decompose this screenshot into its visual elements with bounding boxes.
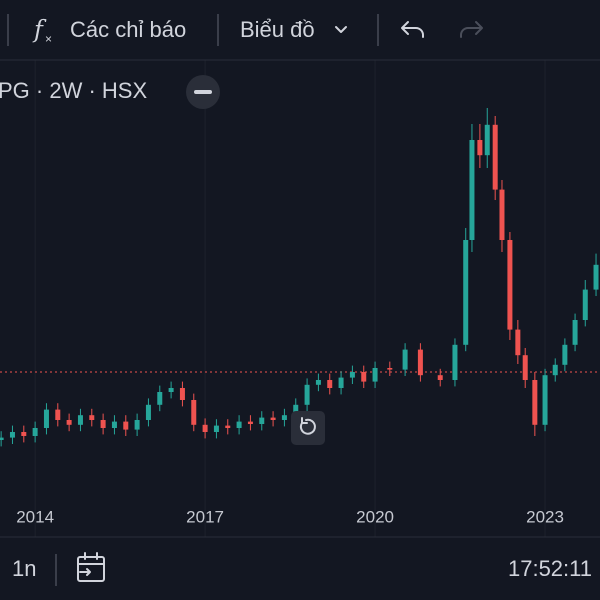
candle-body (522, 355, 528, 380)
candle-body (417, 349, 423, 376)
candle-body (77, 415, 83, 425)
candle-body (247, 421, 253, 424)
candle-body (372, 368, 378, 382)
candle-body (593, 264, 599, 290)
candle-body (582, 289, 588, 320)
candle-body (179, 388, 185, 400)
candle-body (55, 409, 61, 420)
candle-body (437, 375, 443, 380)
candle-body (21, 432, 27, 436)
chevron-icon (335, 26, 347, 33)
candle-body (157, 392, 163, 405)
range-button[interactable]: 1n (12, 556, 36, 581)
candle-body (100, 420, 106, 428)
reset-button[interactable] (291, 411, 325, 445)
candle-body (469, 140, 475, 240)
candle-body (477, 140, 483, 156)
candle-body (338, 377, 344, 388)
candle-body (572, 320, 578, 345)
candle-body (402, 349, 408, 370)
candle-body (515, 329, 521, 356)
candle-body (191, 400, 197, 425)
candle-body (225, 425, 231, 428)
reset-icon (299, 417, 316, 435)
indicators-label: Các chỉ báo (70, 17, 186, 42)
candle-body (532, 380, 538, 425)
redo-button[interactable] (460, 21, 483, 38)
candle-body (43, 409, 49, 428)
candle-body (552, 364, 558, 376)
candle-body (123, 421, 129, 430)
candle-body (145, 404, 151, 420)
candle-body (236, 421, 242, 428)
chart-type-label: Biểu đồ (240, 17, 315, 42)
collapse-button[interactable] (186, 75, 220, 109)
candle-body (304, 384, 310, 405)
x-tick-label: 2014 (16, 507, 54, 526)
plot: 2014 2017 2020 2023 (0, 60, 600, 537)
candle-body (111, 421, 117, 428)
symbol-label: PG · 2W · HSX (0, 78, 147, 103)
candle-body (484, 124, 490, 156)
x-tick-label: 2017 (186, 507, 224, 526)
candle-body (134, 420, 140, 430)
calendar-icon-detail (77, 552, 105, 576)
toolbar (0, 0, 600, 60)
candle-body (9, 432, 15, 438)
candle-body (293, 404, 299, 416)
candle-body (542, 375, 548, 425)
x-tick-label: 2020 (356, 507, 394, 526)
candle-body (89, 415, 95, 420)
candle-body (259, 417, 265, 424)
candle-body (492, 124, 498, 190)
candle-body (168, 388, 174, 392)
candle-body (463, 240, 469, 345)
candle-body (327, 380, 333, 388)
candle-body (507, 240, 513, 330)
candle-body (499, 189, 505, 240)
goto-date-button[interactable] (77, 552, 105, 582)
candle-body (349, 372, 355, 378)
calendar-icon (77, 556, 105, 582)
candle-body (281, 415, 287, 420)
candle-body (387, 368, 393, 370)
candle-body (315, 380, 321, 385)
candle-body (562, 344, 568, 365)
reset-bg (291, 411, 325, 445)
chart-type-button[interactable]: Biểu đồ (240, 17, 347, 42)
candle-body (66, 420, 72, 425)
x-tick-label: 2023 (526, 507, 564, 526)
candle-body (213, 425, 219, 432)
fx-icon-sub: × (45, 32, 52, 46)
undo-button[interactable] (401, 21, 424, 38)
candle-body (452, 344, 458, 380)
clock: 17:52:11 (508, 556, 592, 581)
candle-body (202, 424, 208, 432)
candle-body (0, 437, 4, 440)
candle-body (270, 417, 276, 420)
candle-body (361, 372, 367, 382)
candle-body (32, 428, 38, 436)
